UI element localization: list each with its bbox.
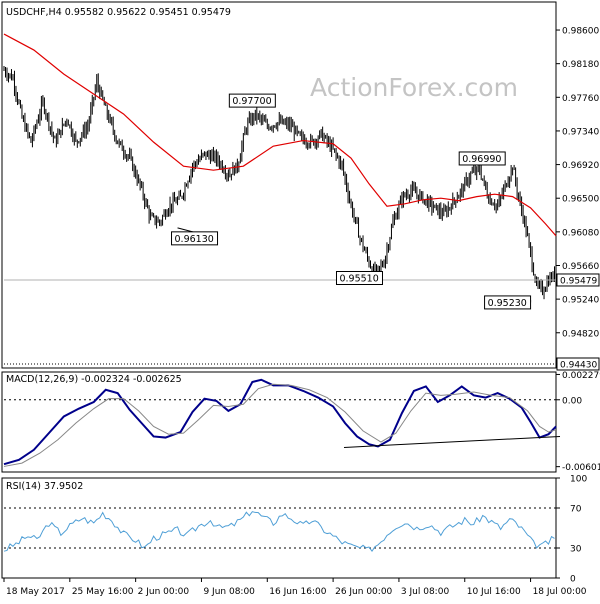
macd-tick-label: 0.002279: [562, 371, 600, 381]
price-tick-label: 0.95660: [562, 262, 599, 272]
price-panel-frame: [1, 1, 557, 369]
rsi-tick-label: 30: [570, 545, 582, 555]
watermark: ActionForex.com: [310, 73, 518, 102]
price-tick-label: 0.96080: [562, 228, 599, 238]
x-tick-label: 10 Jul 16:00: [467, 587, 521, 597]
level-price-label: 0.94430: [560, 360, 597, 370]
annotation-label: 0.95230: [488, 298, 527, 309]
grid-lines: [4, 399, 556, 549]
macd-series-signal: [3, 383, 557, 467]
level-price-label: 0.95479: [560, 276, 597, 286]
macd-series-macd: [3, 378, 557, 466]
current-price-box: [556, 273, 600, 287]
rsi-tick-label: 100: [570, 475, 587, 485]
x-tick-label: 26 Jun 00:00: [335, 587, 392, 597]
price-tick-label: 0.94820: [562, 329, 599, 339]
annotation-label: 0.96130: [175, 234, 214, 245]
x-tick-label: 16 Jun 16:00: [269, 587, 326, 597]
rsi-panel-frame: [1, 477, 557, 579]
rsi-series-line: [3, 511, 555, 553]
price-tick-label: 0.95240: [562, 296, 599, 306]
panel-frames: [1, 1, 557, 579]
price-tick-label: 0.97340: [562, 127, 599, 137]
x-tick-label: 18 Jul 00:00: [533, 587, 587, 597]
annotation-box: [335, 271, 383, 286]
level-price-box: [556, 357, 600, 371]
price-tick-label: 0.98600: [562, 27, 599, 37]
ohlc-bars: [3, 66, 557, 300]
price-tick-label: 0.96920: [562, 161, 599, 171]
price-tick-label: 0.97760: [562, 94, 599, 104]
price-tick-label: 0.98180: [562, 60, 599, 70]
macd-panel-frame: [1, 371, 557, 473]
price-header: USDCHF,H4 0.95582 0.95622 0.95451 0.9547…: [6, 7, 231, 18]
annotation-label: 0.96990: [462, 154, 501, 165]
macd-tick-label: 0.00: [562, 396, 582, 406]
annotation-box: [484, 295, 532, 310]
watermark-layer: ActionForex.com: [310, 73, 518, 102]
x-tick-label: 25 May 16:00: [72, 587, 134, 597]
rsi-tick-label: 70: [570, 505, 582, 515]
rsi-title: RSI(14) 37.9502: [6, 481, 83, 492]
rsi-tick-label: 0: [570, 575, 576, 585]
x-tick-label: 9 Jun 08:00: [203, 587, 255, 597]
x-tick-label: 3 Jul 08:00: [401, 587, 450, 597]
annotation-label: 0.95510: [339, 274, 378, 285]
annotations: 0.97700 0.96130 0.95510 0.96990 0.95230: [171, 93, 532, 310]
annotation-box: [171, 231, 219, 246]
price-tick-label: 0.96500: [562, 195, 599, 205]
data-series: [3, 33, 561, 553]
annotation-label: 0.97700: [232, 96, 271, 107]
macd-title: MACD(12,26,9) -0.002324 -0.002625: [6, 374, 182, 385]
x-tick-label: 18 May 2017: [6, 587, 65, 597]
annotation-box: [458, 151, 506, 166]
x-tick-label: 2 Jun 00:00: [138, 587, 190, 597]
macd-trendline: [343, 435, 561, 448]
macd-tick-label: -0.006019: [562, 463, 600, 473]
annotation-box: [228, 93, 276, 108]
moving-average-line: [3, 33, 557, 237]
panel-headers: USDCHF,H4 0.95582 0.95622 0.95451 0.9547…: [6, 7, 231, 492]
axis-labels: 0.98600 0.98180 0.97760 0.97340 0.96920 0.965…: [3, 27, 600, 597]
